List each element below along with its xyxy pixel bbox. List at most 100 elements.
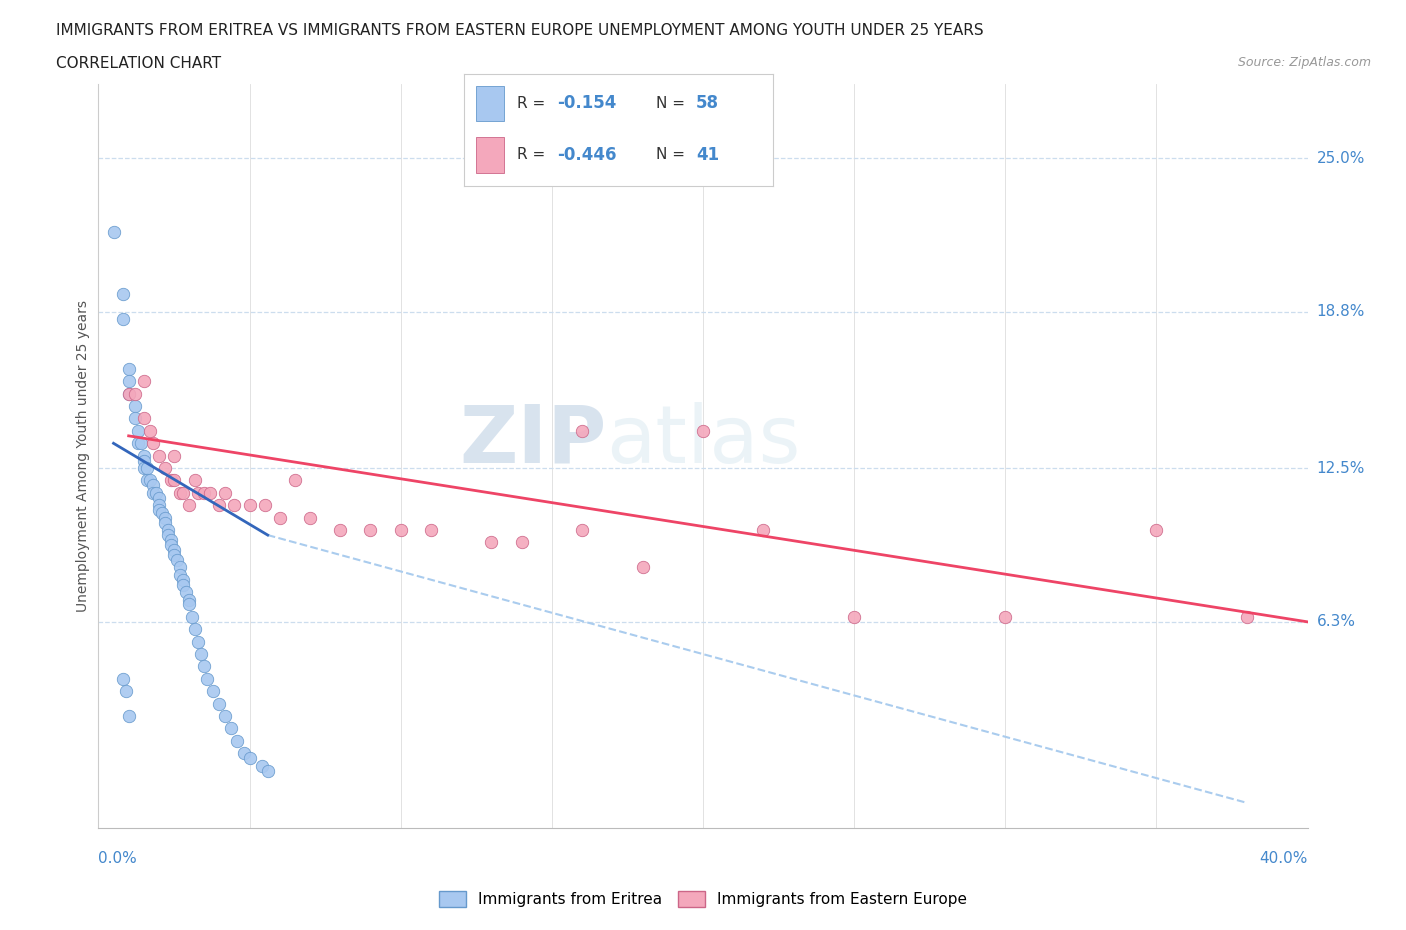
Point [166, 552, 188, 567]
Text: CORRELATION CHART: CORRELATION CHART [56, 56, 221, 71]
Point [139, 423, 162, 438]
Point [1236, 609, 1258, 624]
Point [111, 671, 134, 686]
Point [190, 646, 212, 661]
Point [224, 498, 246, 512]
Point [111, 287, 134, 302]
Point [156, 523, 179, 538]
Point [163, 473, 186, 488]
Text: 6.3%: 6.3% [1316, 615, 1355, 630]
Point [214, 709, 236, 724]
Point [160, 473, 183, 488]
Point [132, 448, 155, 463]
Legend: Immigrants from Eritrea, Immigrants from Eastern Europe: Immigrants from Eritrea, Immigrants from… [433, 884, 973, 913]
Point [172, 485, 194, 500]
Point [200, 485, 222, 500]
Point [142, 436, 165, 451]
Point [103, 225, 125, 240]
Point [148, 498, 170, 512]
Bar [477, 86, 505, 121]
Point [232, 746, 254, 761]
Point [299, 511, 322, 525]
Point [202, 684, 225, 698]
Point [169, 485, 191, 500]
Point [419, 523, 441, 538]
Text: N =: N = [655, 96, 689, 111]
Point [284, 473, 307, 488]
Point [139, 473, 162, 488]
Point [148, 448, 170, 463]
Text: ZIP: ZIP [458, 402, 606, 480]
Point [195, 671, 218, 686]
Point [177, 498, 201, 512]
Point [148, 503, 170, 518]
Point [145, 485, 167, 500]
Point [631, 560, 654, 575]
Point [187, 634, 209, 649]
Point [156, 527, 179, 542]
Point [132, 374, 155, 389]
Point [692, 423, 714, 438]
Point [135, 473, 157, 488]
Text: Source: ZipAtlas.com: Source: ZipAtlas.com [1237, 56, 1371, 69]
Point [124, 411, 146, 426]
Point [124, 399, 146, 414]
Point [177, 592, 201, 607]
Point [250, 758, 273, 773]
Point [129, 436, 152, 451]
Text: 12.5%: 12.5% [1316, 460, 1365, 475]
Text: 25.0%: 25.0% [1316, 151, 1365, 166]
Text: R =: R = [516, 147, 550, 162]
Point [214, 485, 236, 500]
Point [163, 548, 186, 563]
Point [142, 478, 165, 493]
Point [226, 734, 249, 749]
Point [153, 511, 176, 525]
Point [184, 622, 207, 637]
Text: -0.446: -0.446 [557, 146, 616, 164]
Point [360, 523, 382, 538]
Point [118, 374, 141, 389]
Point [118, 362, 141, 377]
Point [844, 609, 866, 624]
Point [111, 312, 134, 326]
Point [187, 485, 209, 500]
Text: IMMIGRANTS FROM ERITREA VS IMMIGRANTS FROM EASTERN EUROPE UNEMPLOYMENT AMONG YOU: IMMIGRANTS FROM ERITREA VS IMMIGRANTS FR… [56, 23, 984, 38]
Point [172, 572, 194, 587]
Text: 40.0%: 40.0% [1260, 851, 1308, 866]
Point [172, 578, 194, 592]
Point [132, 411, 155, 426]
Point [124, 386, 146, 401]
Text: 18.8%: 18.8% [1316, 304, 1365, 319]
Point [994, 609, 1017, 624]
Text: R =: R = [516, 96, 550, 111]
Point [256, 764, 278, 778]
Point [150, 505, 173, 520]
Point [208, 697, 231, 711]
Point [269, 511, 291, 525]
Bar [477, 137, 505, 173]
Point [208, 498, 231, 512]
Point [181, 609, 204, 624]
Point [127, 423, 149, 438]
Text: 0.0%: 0.0% [98, 851, 138, 866]
Point [177, 597, 201, 612]
Text: 58: 58 [696, 95, 718, 113]
Point [752, 523, 775, 538]
Y-axis label: Unemployment Among Youth under 25 years: Unemployment Among Youth under 25 years [76, 299, 90, 612]
Point [118, 386, 141, 401]
Point [163, 542, 186, 557]
Point [193, 485, 215, 500]
Point [571, 523, 593, 538]
Point [184, 473, 207, 488]
Point [132, 453, 155, 468]
Point [142, 485, 165, 500]
Point [481, 535, 503, 550]
Point [127, 436, 149, 451]
Text: 41: 41 [696, 146, 718, 164]
Point [239, 751, 262, 765]
Point [329, 523, 352, 538]
Text: -0.154: -0.154 [557, 95, 616, 113]
Point [221, 721, 243, 736]
Point [118, 709, 141, 724]
